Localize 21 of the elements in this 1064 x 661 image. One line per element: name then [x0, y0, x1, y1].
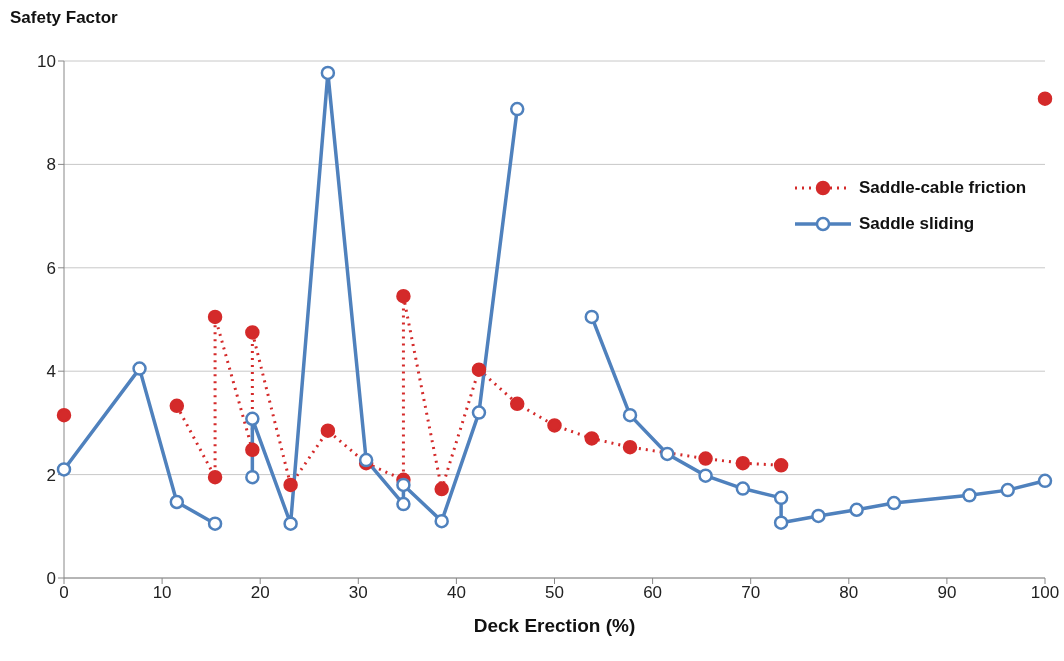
legend-label: Saddle-cable friction [859, 178, 1027, 198]
y-tick-label: 2 [46, 465, 56, 485]
x-tick-label: 20 [250, 583, 270, 603]
y-axis-title: Safety Factor [10, 8, 118, 28]
y-tick-label: 10 [37, 52, 56, 72]
x-tick-label: 50 [545, 583, 564, 603]
legend-label: Saddle sliding [859, 214, 975, 234]
x-tick-label: 100 [1030, 583, 1060, 603]
x-tick-label: 90 [937, 583, 957, 603]
x-axis-title: Deck Erection (%) [473, 615, 636, 636]
x-tick-label: 60 [643, 583, 663, 603]
x-tick-label: 0 [59, 583, 69, 603]
x-tick-label: 80 [839, 583, 859, 603]
y-tick-label: 8 [46, 155, 56, 175]
y-tick-label: 6 [46, 258, 56, 278]
y-tick-label: 4 [46, 362, 56, 382]
y-tick-label: 0 [46, 569, 56, 589]
x-tick-label: 10 [152, 583, 172, 603]
x-tick-label: 30 [348, 583, 368, 603]
x-tick-label: 40 [446, 583, 466, 603]
x-tick-label: 70 [741, 583, 761, 603]
